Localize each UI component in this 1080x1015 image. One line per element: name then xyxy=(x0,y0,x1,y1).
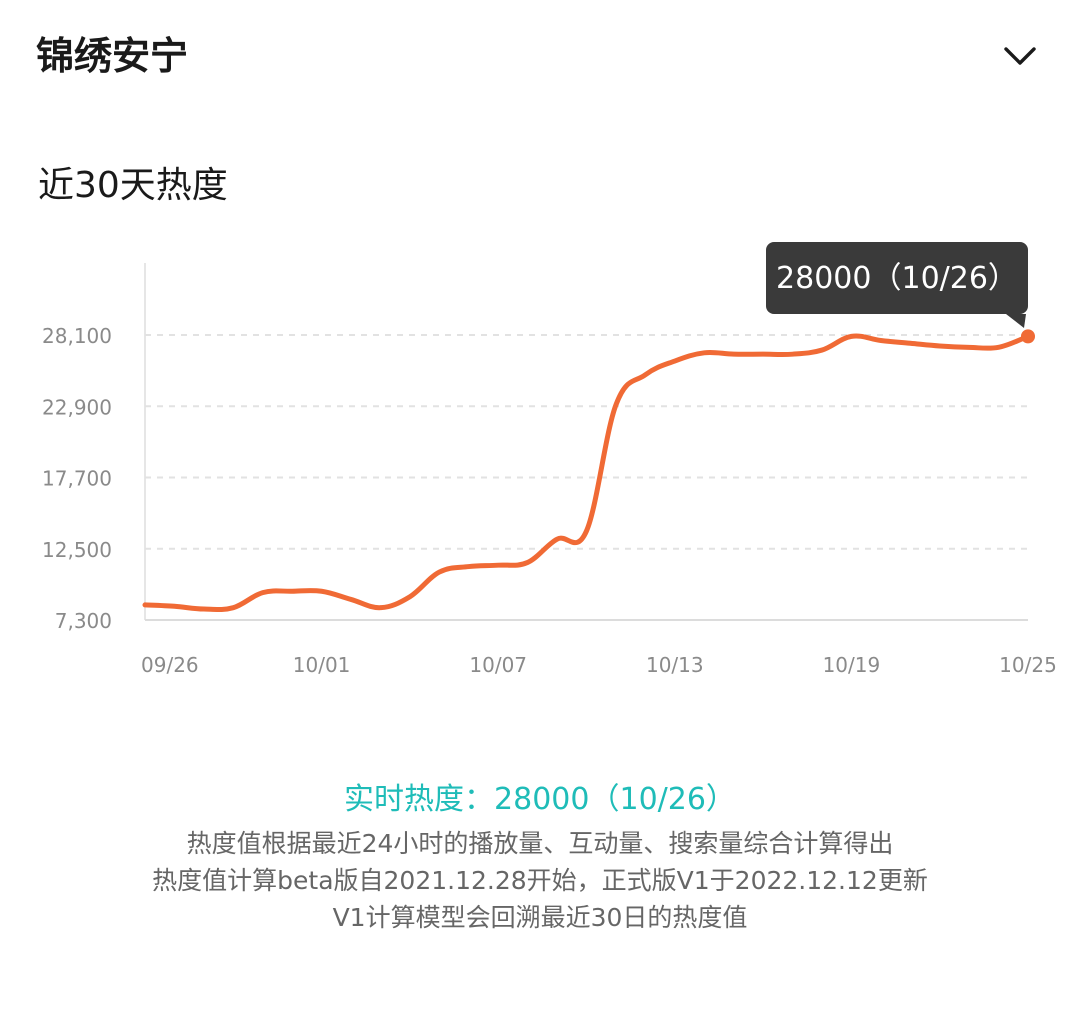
heat-series-line xyxy=(142,333,1031,613)
y-tick-label: 12,500 xyxy=(42,538,112,562)
drama-title: 锦绣安宁 xyxy=(36,34,189,78)
y-tick-label: 22,900 xyxy=(42,395,112,419)
highlight-point xyxy=(1021,329,1035,344)
chevron-down-icon[interactable] xyxy=(1000,36,1040,76)
realtime-heat: 实时热度：28000（10/26） xyxy=(344,782,736,817)
tooltip-pointer xyxy=(1006,314,1026,328)
note-line-2: 热度值计算beta版自2021.12.28开始，正式版V1于2022.12.12… xyxy=(152,866,928,895)
x-tick-label: 10/25 xyxy=(999,653,1057,677)
tooltip-text: 28000（10/26） xyxy=(776,261,1018,296)
chart-section-title: 近30天热度 xyxy=(38,165,228,206)
header: 锦绣安宁 xyxy=(36,28,1040,84)
heat-line-chart: 7,300 12,500 17,700 22,900 28,100 09/26 10/01 1… xyxy=(42,242,1057,677)
x-tick-label: 10/01 xyxy=(293,653,351,677)
y-tick-label: 17,700 xyxy=(42,467,112,491)
x-tick-label: 10/13 xyxy=(646,653,704,677)
x-tick-label: 09/26 xyxy=(141,653,199,677)
y-tick-label: 7,300 xyxy=(55,609,112,633)
x-tick-label: 10/07 xyxy=(469,653,527,677)
tooltip-box xyxy=(766,242,1028,314)
y-tick-label: 28,100 xyxy=(42,324,112,348)
x-tick-label: 10/19 xyxy=(823,653,881,677)
note-line-3: V1计算模型会回溯最近30日的热度值 xyxy=(332,903,748,932)
footer: 实时热度：28000（10/26） 热度值根据最近24小时的播放量、互动量、搜索… xyxy=(0,775,1080,936)
heat-chart: 7,300 12,500 17,700 22,900 28,100 09/26 10/01 1… xyxy=(0,230,1080,700)
note-line-1: 热度值根据最近24小时的播放量、互动量、搜索量综合计算得出 xyxy=(186,829,894,858)
